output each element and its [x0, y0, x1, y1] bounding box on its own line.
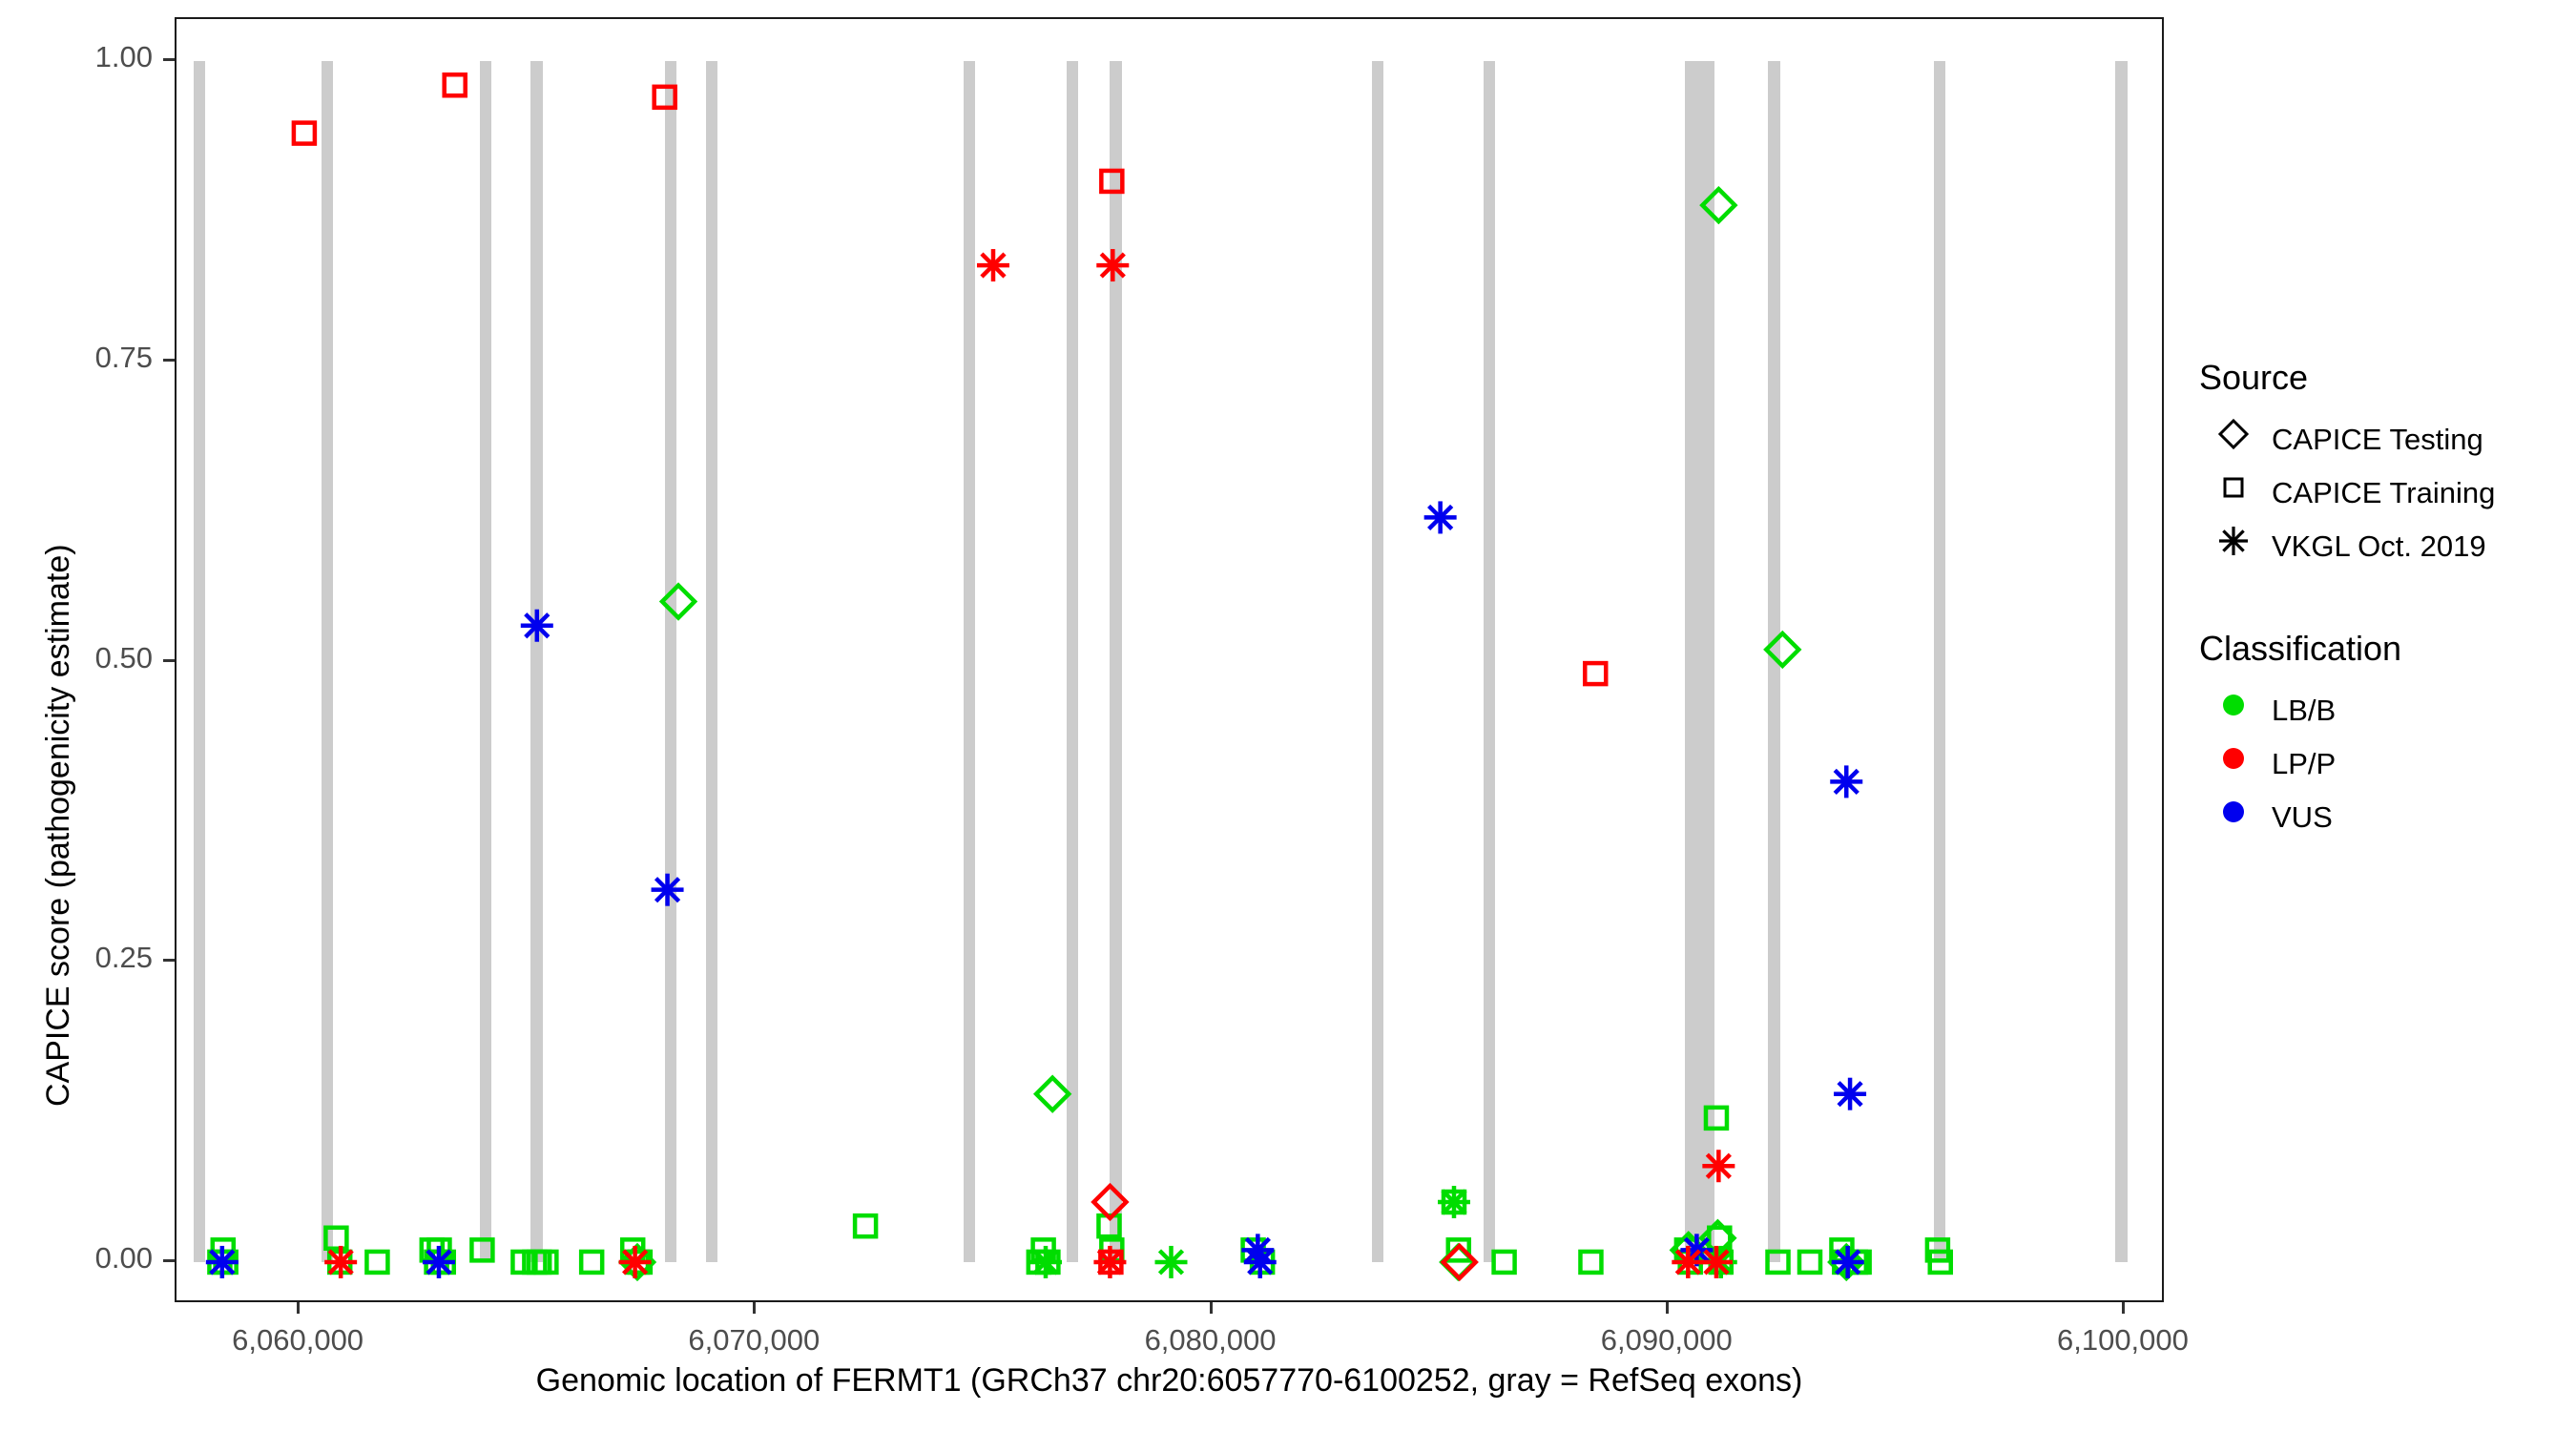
x-tick-mark	[1665, 1302, 1669, 1314]
y-tick-mark	[163, 58, 175, 62]
exon-bar	[2115, 61, 2128, 1262]
data-point	[1831, 1245, 1864, 1278]
data-point	[852, 1213, 879, 1239]
y-tick-label: 0.50	[94, 640, 153, 674]
data-point	[533, 1249, 559, 1275]
x-tick-mark	[753, 1302, 757, 1314]
data-point	[618, 1245, 652, 1278]
exon-bar	[322, 61, 334, 1262]
data-point	[651, 873, 684, 906]
legend-label[interactable]: CAPICE Training	[2272, 476, 2496, 509]
legend-key-diamond-icon[interactable]	[2212, 413, 2254, 460]
x-tick-label: 6,070,000	[688, 1323, 821, 1357]
legend-title-source: Source	[2199, 358, 2309, 397]
y-tick-label: 0.25	[94, 941, 153, 975]
exon-bar	[479, 61, 491, 1262]
data-point	[1154, 1245, 1188, 1278]
data-point	[1578, 1249, 1604, 1275]
legend-label[interactable]: LB/B	[2272, 694, 2337, 727]
data-point	[1096, 249, 1130, 282]
y-tick-mark	[163, 658, 175, 662]
plot-panel[interactable]	[175, 17, 2164, 1302]
data-point	[1763, 630, 1802, 670]
x-tick-mark	[1209, 1302, 1213, 1314]
exon-bar	[1110, 61, 1122, 1262]
data-point	[976, 249, 1009, 282]
data-point	[578, 1249, 605, 1275]
data-point	[1699, 1245, 1733, 1278]
data-point	[1440, 1242, 1479, 1282]
data-point	[1582, 660, 1609, 687]
data-point	[1830, 765, 1863, 798]
y-tick-label: 0.00	[94, 1240, 153, 1275]
exon-bar	[194, 61, 206, 1262]
y-axis-title: CAPICE score (pathogenicity estimate)	[40, 544, 76, 1107]
exon-bar	[1483, 61, 1495, 1262]
legend-key-circle-icon[interactable]	[2212, 684, 2254, 731]
data-point	[1437, 1185, 1470, 1218]
data-point	[205, 1245, 239, 1278]
legend-key-circle-icon[interactable]	[2212, 737, 2254, 784]
x-tick-label: 6,080,000	[1144, 1323, 1277, 1357]
legend-key-asterisk-icon[interactable]	[2212, 520, 2254, 567]
legend-key-square-icon[interactable]	[2212, 467, 2254, 513]
x-tick-label: 6,090,000	[1600, 1323, 1733, 1357]
data-point	[652, 84, 677, 111]
y-tick-mark	[163, 1258, 175, 1262]
data-point	[442, 72, 467, 98]
legend-label[interactable]: LP/P	[2272, 747, 2337, 780]
data-point	[1028, 1245, 1062, 1278]
data-point	[364, 1249, 390, 1275]
y-tick-label: 1.00	[94, 40, 153, 74]
data-point	[1099, 168, 1125, 195]
legend-label[interactable]: VKGL Oct. 2019	[2272, 529, 2486, 563]
data-point	[520, 609, 553, 642]
data-point	[324, 1245, 358, 1278]
y-tick-label: 0.75	[94, 340, 153, 374]
data-point	[469, 1237, 495, 1263]
exon-bar	[964, 61, 976, 1262]
legend-label[interactable]: VUS	[2272, 800, 2333, 834]
exon-bar	[1066, 61, 1078, 1262]
y-tick-mark	[163, 959, 175, 963]
exon-bar	[665, 61, 677, 1262]
exon-bar	[1684, 61, 1714, 1262]
data-point-group	[205, 72, 1954, 1282]
data-point	[1672, 1245, 1705, 1278]
data-point	[1423, 501, 1457, 534]
exon-bar	[1372, 61, 1384, 1262]
x-tick-mark	[297, 1302, 301, 1314]
data-point	[1243, 1245, 1277, 1278]
legend-label[interactable]: CAPICE Testing	[2272, 423, 2483, 456]
data-point	[1093, 1245, 1127, 1278]
legend-key-circle-icon[interactable]	[2212, 791, 2254, 838]
data-point	[1091, 1182, 1130, 1222]
x-tick-mark	[2121, 1302, 2125, 1314]
data-point	[1702, 1150, 1735, 1183]
exon-bar	[1768, 61, 1780, 1262]
data-point	[323, 1225, 349, 1252]
x-axis-title: Genomic location of FERMT1 (GRCh37 chr20…	[535, 1362, 1803, 1399]
data-point	[1445, 1237, 1472, 1263]
data-point	[1927, 1249, 1954, 1275]
data-point	[1032, 1074, 1072, 1113]
data-point	[291, 120, 318, 146]
legend-title-classification: Classification	[2199, 629, 2402, 668]
y-tick-mark	[163, 358, 175, 362]
data-point	[1797, 1249, 1823, 1275]
x-tick-label: 6,060,000	[232, 1323, 364, 1357]
exon-bar	[705, 61, 718, 1262]
data-point	[658, 582, 698, 621]
x-tick-label: 6,100,000	[2056, 1323, 2189, 1357]
exon-bar	[530, 61, 543, 1262]
exon-bar	[1933, 61, 1945, 1262]
data-point	[1765, 1249, 1791, 1275]
data-point	[1491, 1249, 1517, 1275]
data-point	[1699, 185, 1738, 225]
data-point	[422, 1245, 455, 1278]
data-point	[1834, 1077, 1867, 1110]
data-point	[1703, 1105, 1730, 1131]
